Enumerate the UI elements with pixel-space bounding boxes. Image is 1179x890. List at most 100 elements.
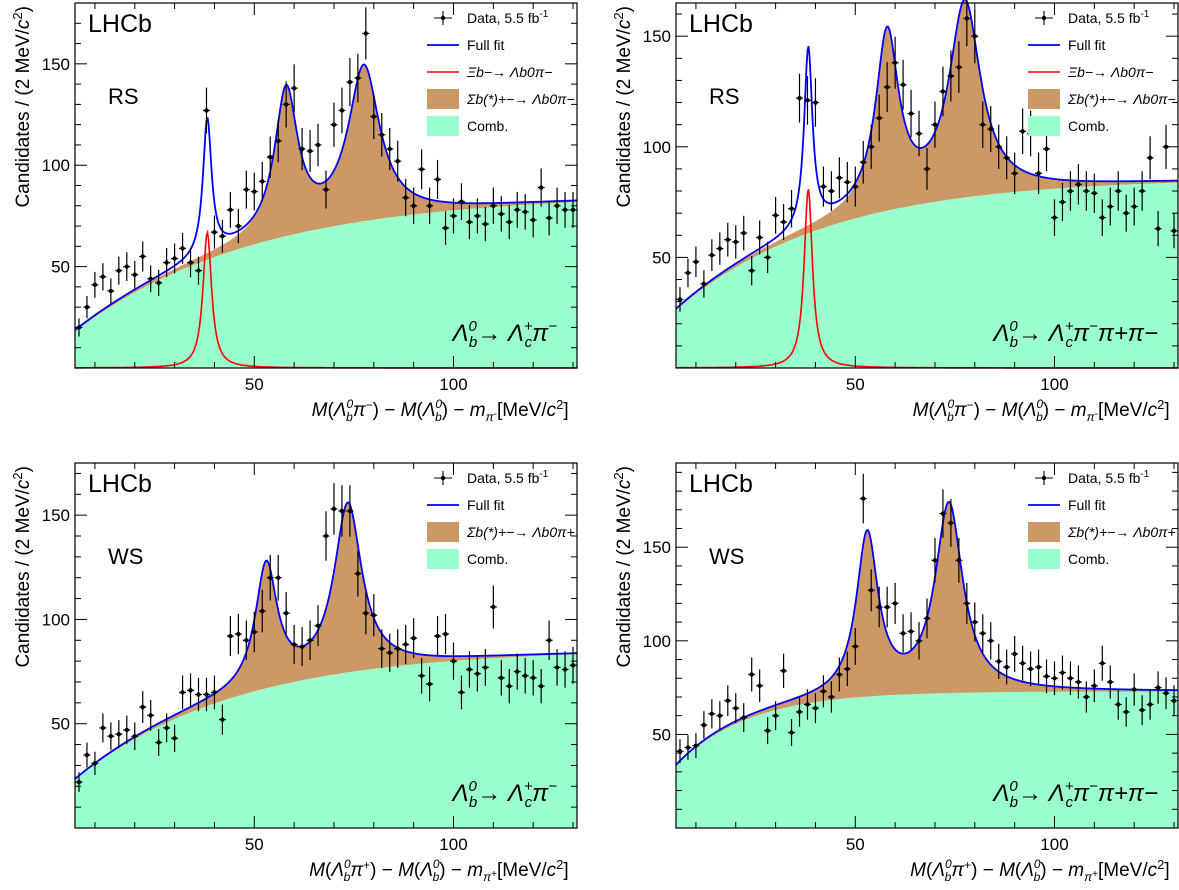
data-point bbox=[780, 653, 788, 688]
data-point bbox=[298, 127, 306, 171]
data-point bbox=[1074, 665, 1082, 699]
data-point bbox=[513, 653, 521, 690]
data-point bbox=[1122, 697, 1130, 727]
data-marker bbox=[172, 736, 177, 741]
data-point bbox=[330, 102, 338, 147]
data-marker bbox=[530, 675, 536, 681]
data-marker bbox=[180, 690, 185, 695]
y-tick-label: 50 bbox=[51, 715, 70, 734]
data-marker bbox=[387, 146, 392, 152]
data-marker bbox=[244, 638, 249, 643]
data-marker bbox=[172, 256, 177, 261]
data-marker bbox=[507, 219, 512, 225]
data-marker bbox=[523, 673, 528, 678]
data-point bbox=[1170, 213, 1178, 249]
data-marker bbox=[805, 98, 810, 103]
data-marker bbox=[837, 672, 842, 677]
data-point bbox=[1058, 182, 1066, 222]
data-marker bbox=[996, 144, 1001, 149]
data-marker bbox=[307, 638, 313, 643]
data-marker bbox=[869, 588, 874, 593]
data-marker bbox=[908, 629, 914, 634]
data-marker bbox=[717, 246, 723, 251]
data-point bbox=[346, 485, 354, 537]
data-point bbox=[370, 93, 378, 140]
data-point bbox=[115, 720, 123, 749]
data-point bbox=[378, 113, 386, 157]
data-point bbox=[772, 701, 780, 731]
legend-sigma-swatch bbox=[1028, 522, 1060, 542]
data-point bbox=[202, 677, 210, 712]
data-marker bbox=[709, 252, 715, 258]
data-point bbox=[202, 87, 210, 134]
data-marker bbox=[132, 272, 137, 277]
data-marker bbox=[228, 633, 233, 639]
data-marker bbox=[1036, 171, 1041, 176]
data-marker bbox=[546, 638, 552, 643]
legend-data-marker bbox=[1041, 475, 1047, 481]
data-marker bbox=[964, 16, 970, 21]
legend: Data, 5.5 fb-1 Full fit Σb(*)+−→ Λb0π+ Comb… bbox=[1028, 469, 1176, 569]
x-tick-label: 50 bbox=[245, 835, 264, 854]
data-point bbox=[915, 622, 923, 660]
data-marker bbox=[339, 508, 345, 514]
data-marker bbox=[275, 575, 281, 580]
data-marker bbox=[749, 672, 754, 677]
data-point bbox=[457, 675, 465, 710]
data-point bbox=[756, 220, 764, 255]
data-point bbox=[1027, 651, 1035, 687]
data-point bbox=[242, 620, 250, 661]
y-tick-label: 50 bbox=[652, 248, 671, 267]
data-point bbox=[827, 171, 835, 211]
data-marker bbox=[972, 619, 978, 625]
data-point bbox=[362, 592, 370, 635]
data-marker bbox=[1147, 155, 1153, 161]
legend-label: Ξb−→ Λb0π− bbox=[1067, 64, 1153, 80]
data-marker bbox=[363, 610, 369, 616]
legend: Data, 5.5 fb-1 Full fit Ξb−→ Λb0π− Σb(*)+−→… bbox=[1028, 9, 1176, 136]
data-point bbox=[851, 166, 859, 207]
data-point bbox=[497, 660, 505, 696]
data-point bbox=[923, 147, 931, 190]
y-tick-label: 100 bbox=[42, 156, 70, 175]
data-point bbox=[465, 204, 473, 240]
data-marker bbox=[924, 166, 930, 172]
data-marker bbox=[797, 95, 802, 101]
data-point bbox=[851, 628, 859, 665]
x-tick-label: 50 bbox=[846, 375, 865, 394]
data-marker bbox=[972, 33, 978, 39]
data-point bbox=[947, 50, 955, 102]
data-point bbox=[923, 598, 931, 639]
data-point bbox=[386, 633, 394, 672]
data-marker bbox=[789, 206, 794, 211]
data-point bbox=[402, 624, 410, 665]
data-point bbox=[234, 613, 242, 655]
data-marker bbox=[156, 280, 161, 286]
data-marker bbox=[1028, 666, 1033, 672]
data-point bbox=[386, 127, 394, 171]
data-point bbox=[987, 106, 995, 153]
data-marker bbox=[1108, 204, 1113, 209]
data-marker bbox=[140, 254, 145, 259]
data-marker bbox=[869, 144, 874, 149]
data-marker bbox=[1116, 188, 1121, 194]
legend-label: Σb(*)+−→ Λb0π+ bbox=[1067, 524, 1176, 540]
data-point bbox=[457, 183, 465, 221]
data-marker bbox=[315, 623, 321, 628]
data-point bbox=[843, 651, 851, 687]
data-point bbox=[123, 252, 131, 281]
data-point bbox=[748, 255, 756, 286]
data-marker bbox=[196, 692, 201, 697]
data-marker bbox=[884, 84, 890, 90]
data-point bbox=[684, 258, 692, 288]
data-marker bbox=[940, 89, 946, 94]
data-point bbox=[155, 269, 163, 296]
data-marker bbox=[988, 126, 993, 132]
data-point bbox=[1066, 661, 1074, 695]
sample-label: RS bbox=[108, 84, 139, 109]
data-marker bbox=[268, 575, 273, 580]
data-point bbox=[931, 101, 939, 148]
y-tick-label: 50 bbox=[652, 725, 671, 744]
data-point bbox=[708, 239, 716, 271]
experiment-label: LHCb bbox=[88, 10, 152, 38]
